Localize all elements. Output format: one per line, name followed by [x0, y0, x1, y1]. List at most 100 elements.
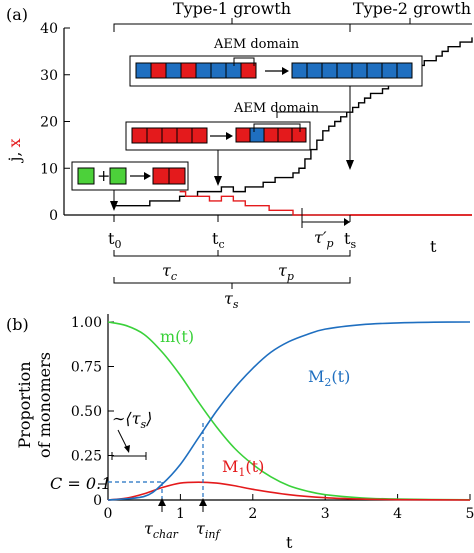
panel-b-ylabel-2: of monomers [35, 352, 54, 458]
y-tick-label: 1.00 [71, 315, 102, 331]
tau-s-pointer-head [124, 445, 130, 453]
tchar-arrow-head [158, 498, 166, 506]
y-tick-label: 10 [40, 161, 58, 177]
blue-monomer [291, 62, 308, 79]
y-tick-label: 40 [40, 21, 58, 37]
aem-bracket-1 [233, 57, 255, 66]
red-monomer [240, 62, 257, 79]
y-tick-label: 20 [40, 115, 58, 131]
x-tick-label: 5 [466, 506, 474, 522]
x-tick-label: 3 [321, 506, 330, 522]
series-m-line [107, 321, 471, 501]
arrow-head [226, 132, 233, 140]
x-tick-label: 4 [393, 506, 402, 522]
y-tick-label: 0 [49, 208, 58, 224]
red-monomer [150, 62, 167, 79]
label-M1: M1(t) [222, 457, 264, 479]
blue-monomer [135, 62, 152, 79]
panel-a-ylabel: j, x [5, 138, 24, 163]
red-monomer [191, 127, 208, 144]
series-M2-line [107, 321, 471, 501]
x-tick-label: 2 [248, 506, 257, 522]
tinf-arrow-head [199, 498, 207, 506]
aem-label-1: AEM domain [213, 37, 300, 52]
panel-a-y-ticks: 0 10 20 30 40 [40, 21, 70, 224]
blue-monomer [381, 62, 398, 79]
y-tick-label: 0.25 [71, 449, 102, 465]
pointer-tc-head [214, 176, 222, 186]
aem-label-2: AEM domain [233, 101, 320, 116]
pointer-ts-head [346, 160, 354, 170]
series-x-line [179, 190, 472, 216]
tau-s-mean-label: ∼⟨τs⟩ [112, 409, 152, 431]
tau-p-prime-label: τ′p [314, 228, 334, 250]
label-M2: M2(t) [308, 367, 350, 389]
x-tick-label: 0 [104, 506, 113, 522]
bracket-t0-ts-top [113, 250, 351, 257]
polymer-chain-aem [235, 127, 307, 143]
blue-monomer [306, 62, 323, 79]
red-monomer [168, 167, 186, 185]
tau-s-range [111, 452, 147, 460]
type1-label: Type-1 growth [173, 0, 291, 18]
panel-b-label: (b) [6, 315, 29, 334]
tau-p-prime-head [344, 218, 350, 226]
ylabel-j: j, [5, 151, 24, 163]
polymer-box-type2: AEM domain [129, 37, 423, 87]
aem-bracket-2 [253, 123, 301, 132]
tau-c-label: τc [162, 261, 177, 283]
red-monomer [235, 127, 251, 143]
bracket-tau-s [113, 277, 351, 284]
blue-monomer [165, 62, 182, 79]
type1-bracket [113, 23, 351, 32]
series-j-line [114, 37, 473, 207]
green-monomer [77, 167, 95, 185]
y-tick-label: 0.75 [71, 360, 102, 376]
red-monomer [161, 127, 178, 144]
blue-monomer [249, 127, 265, 143]
tinf-label: τinf [196, 519, 221, 541]
red-monomer [180, 62, 197, 79]
type2-bracket [349, 23, 472, 32]
panel-a-xlabel: t [430, 237, 437, 256]
blue-monomer [396, 62, 413, 79]
tau-s-label: τs [224, 289, 239, 311]
c-label: C = 0.1 [50, 474, 111, 493]
blue-monomer [366, 62, 383, 79]
panel-b: (b) Proportion of monomers 0 0.25 0.50 0.75… [6, 314, 474, 552]
panel-b-y-ticks: 0 0.25 0.50 0.75 1.00 [71, 315, 114, 509]
ylabel-x: x [5, 138, 24, 147]
arrow-head [144, 172, 151, 180]
blue-monomer [351, 62, 368, 79]
blue-monomer [210, 62, 227, 79]
y-tick-label: 0.50 [71, 404, 102, 420]
red-monomer [263, 127, 279, 143]
red-monomer [277, 127, 293, 143]
plus-sign: + [97, 166, 110, 185]
tchar-label: τchar [144, 519, 179, 541]
pointer-aem [276, 98, 351, 118]
blue-monomer [336, 62, 353, 79]
tau-p-label: τp [278, 261, 294, 283]
label-tc: tc [212, 229, 225, 251]
label-t0: t0 [108, 229, 121, 251]
blue-monomer [195, 62, 212, 79]
arrow-head [282, 67, 289, 75]
pointer-t0-head [110, 201, 118, 211]
red-monomer [291, 127, 307, 143]
panel-b-x-ticks: 0 1 2 3 4 5 [104, 494, 474, 522]
red-monomer [131, 127, 148, 144]
y-tick-label: 30 [40, 68, 58, 84]
red-monomer [146, 127, 163, 144]
polymer-chain-after [291, 62, 413, 79]
blue-monomer [321, 62, 338, 79]
red-monomer [152, 167, 170, 185]
type2-label: Type-2 growth [353, 0, 471, 18]
y-tick-label: 0 [93, 493, 102, 509]
panel-a-label: (a) [6, 5, 28, 24]
label-ts: ts [344, 229, 356, 251]
polymer-box-nucleation: + [71, 161, 189, 191]
polymer-box-conversion: AEM domain [125, 101, 320, 151]
label-m: m(t) [160, 327, 194, 346]
